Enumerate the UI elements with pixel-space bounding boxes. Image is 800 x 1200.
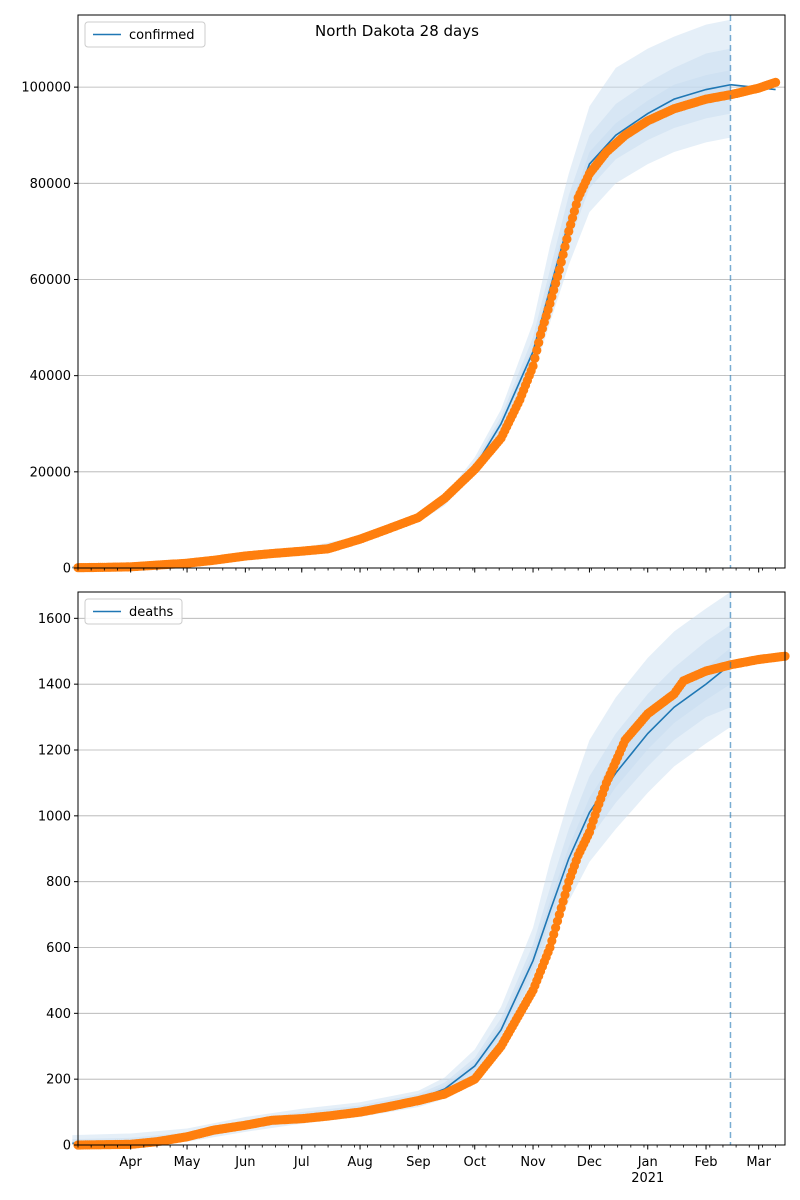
y-tick-label: 1400 bbox=[38, 678, 71, 693]
y-tick-label: 600 bbox=[46, 941, 71, 956]
y-tick-label: 1200 bbox=[38, 744, 71, 759]
legend-label: confirmed bbox=[129, 28, 195, 43]
x-tick-label: Dec bbox=[577, 1155, 602, 1170]
y-tick-label: 80000 bbox=[30, 177, 71, 192]
y-tick-label: 100000 bbox=[21, 81, 71, 96]
confirmed-panel: 0 20000 40000 60000 80000 100000 confirmed bbox=[21, 14, 786, 577]
y-tick-label: 800 bbox=[46, 875, 71, 890]
deaths-panel: 0 200 400 600 800 1000 1200 1400 1600 Apr May Jun Ju… bbox=[38, 591, 790, 1186]
observed-point bbox=[532, 345, 542, 356]
y-tick-label: 0 bbox=[63, 562, 71, 577]
deaths-legend: deaths bbox=[84, 598, 183, 625]
legend-box bbox=[84, 598, 183, 625]
confirmed-uncertainty-bands bbox=[72, 19, 731, 568]
x-tick-label: Apr bbox=[119, 1155, 142, 1170]
observed-point bbox=[558, 249, 568, 260]
deaths-uncertainty-bands bbox=[72, 592, 731, 1145]
confirmed-observed-points bbox=[73, 77, 781, 573]
x-tick-label: Jan bbox=[637, 1155, 658, 1170]
uncertainty-band-outer bbox=[72, 592, 731, 1145]
x-tick-label: Aug bbox=[347, 1155, 372, 1170]
observed-point bbox=[562, 234, 572, 244]
legend-box bbox=[84, 21, 206, 48]
y-tick-label: 0 bbox=[63, 1139, 71, 1154]
legend-label: deaths bbox=[129, 605, 174, 620]
observed-point bbox=[528, 361, 538, 371]
y-tick-label: 60000 bbox=[30, 273, 71, 288]
deaths-observed-points bbox=[73, 651, 790, 1150]
observed-point bbox=[530, 353, 540, 363]
x-tick-label: Feb bbox=[695, 1155, 718, 1170]
confirmed-axes: 0 20000 40000 60000 80000 100000 bbox=[21, 14, 786, 577]
x-tick-label: Jun bbox=[234, 1155, 255, 1170]
observed-point bbox=[560, 242, 570, 252]
plot-frame bbox=[77, 591, 786, 1146]
uncertainty-band-middle bbox=[72, 48, 731, 568]
x-tick-label: Nov bbox=[520, 1155, 546, 1170]
plot-frame bbox=[77, 14, 786, 569]
y-tick-label: 40000 bbox=[30, 369, 71, 384]
y-tick-label: 1000 bbox=[38, 809, 71, 824]
x-tick-label: Oct bbox=[464, 1155, 486, 1170]
x-tick-label: Mar bbox=[746, 1155, 771, 1170]
observed-point bbox=[554, 265, 564, 275]
confirmed-gridlines bbox=[78, 86, 785, 569]
observed-point bbox=[556, 257, 566, 267]
confirmed-legend: confirmed bbox=[84, 21, 206, 48]
uncertainty-band-outer bbox=[72, 19, 731, 568]
x-tick-label: May bbox=[174, 1155, 201, 1170]
figure-title: North Dakota 28 days bbox=[315, 22, 479, 40]
x-year-label: 2021 bbox=[631, 1171, 664, 1186]
x-tick-label: Jul bbox=[293, 1155, 310, 1170]
observed-point bbox=[770, 77, 781, 87]
x-tick-label: Sep bbox=[406, 1155, 431, 1170]
observed-point bbox=[534, 337, 544, 348]
y-tick-label: 200 bbox=[46, 1073, 71, 1088]
confirmed-model-line bbox=[72, 83, 776, 569]
y-tick-label: 1600 bbox=[38, 612, 71, 627]
deaths-axes: 0 200 400 600 800 1000 1200 1400 1600 Apr May Jun Ju… bbox=[38, 591, 786, 1186]
y-tick-label: 400 bbox=[46, 1007, 71, 1022]
y-tick-label: 20000 bbox=[30, 465, 71, 480]
